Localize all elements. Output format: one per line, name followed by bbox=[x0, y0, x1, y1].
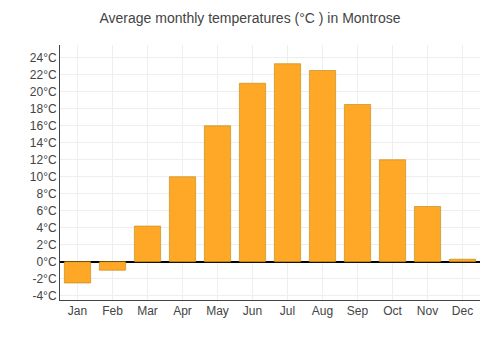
svg-text:Mar: Mar bbox=[137, 304, 158, 318]
svg-text:0°C: 0°C bbox=[36, 255, 56, 269]
svg-text:Jul: Jul bbox=[280, 304, 295, 318]
svg-text:22°C: 22°C bbox=[30, 68, 57, 82]
svg-text:4°C: 4°C bbox=[36, 221, 56, 235]
svg-text:2°C: 2°C bbox=[36, 238, 56, 252]
svg-text:Dec: Dec bbox=[452, 304, 473, 318]
svg-text:Average monthly temperatures (: Average monthly temperatures (°C ) in Mo… bbox=[99, 10, 400, 26]
svg-text:Jan: Jan bbox=[68, 304, 87, 318]
svg-text:May: May bbox=[206, 304, 229, 318]
svg-text:Apr: Apr bbox=[173, 304, 192, 318]
svg-text:Aug: Aug bbox=[312, 304, 333, 318]
svg-text:Sep: Sep bbox=[347, 304, 369, 318]
svg-text:Jun: Jun bbox=[243, 304, 262, 318]
svg-text:6°C: 6°C bbox=[36, 204, 56, 218]
svg-text:Oct: Oct bbox=[383, 304, 402, 318]
svg-text:20°C: 20°C bbox=[30, 85, 57, 99]
svg-text:Nov: Nov bbox=[417, 304, 438, 318]
svg-text:Feb: Feb bbox=[102, 304, 123, 318]
svg-text:8°C: 8°C bbox=[36, 187, 56, 201]
svg-text:18°C: 18°C bbox=[30, 102, 57, 116]
svg-text:10°C: 10°C bbox=[30, 170, 57, 184]
svg-text:-4°C: -4°C bbox=[32, 289, 56, 303]
svg-text:-2°C: -2°C bbox=[32, 272, 56, 286]
svg-text:24°C: 24°C bbox=[30, 51, 57, 65]
svg-text:14°C: 14°C bbox=[30, 136, 57, 150]
svg-text:12°C: 12°C bbox=[30, 153, 57, 167]
svg-text:16°C: 16°C bbox=[30, 119, 57, 133]
